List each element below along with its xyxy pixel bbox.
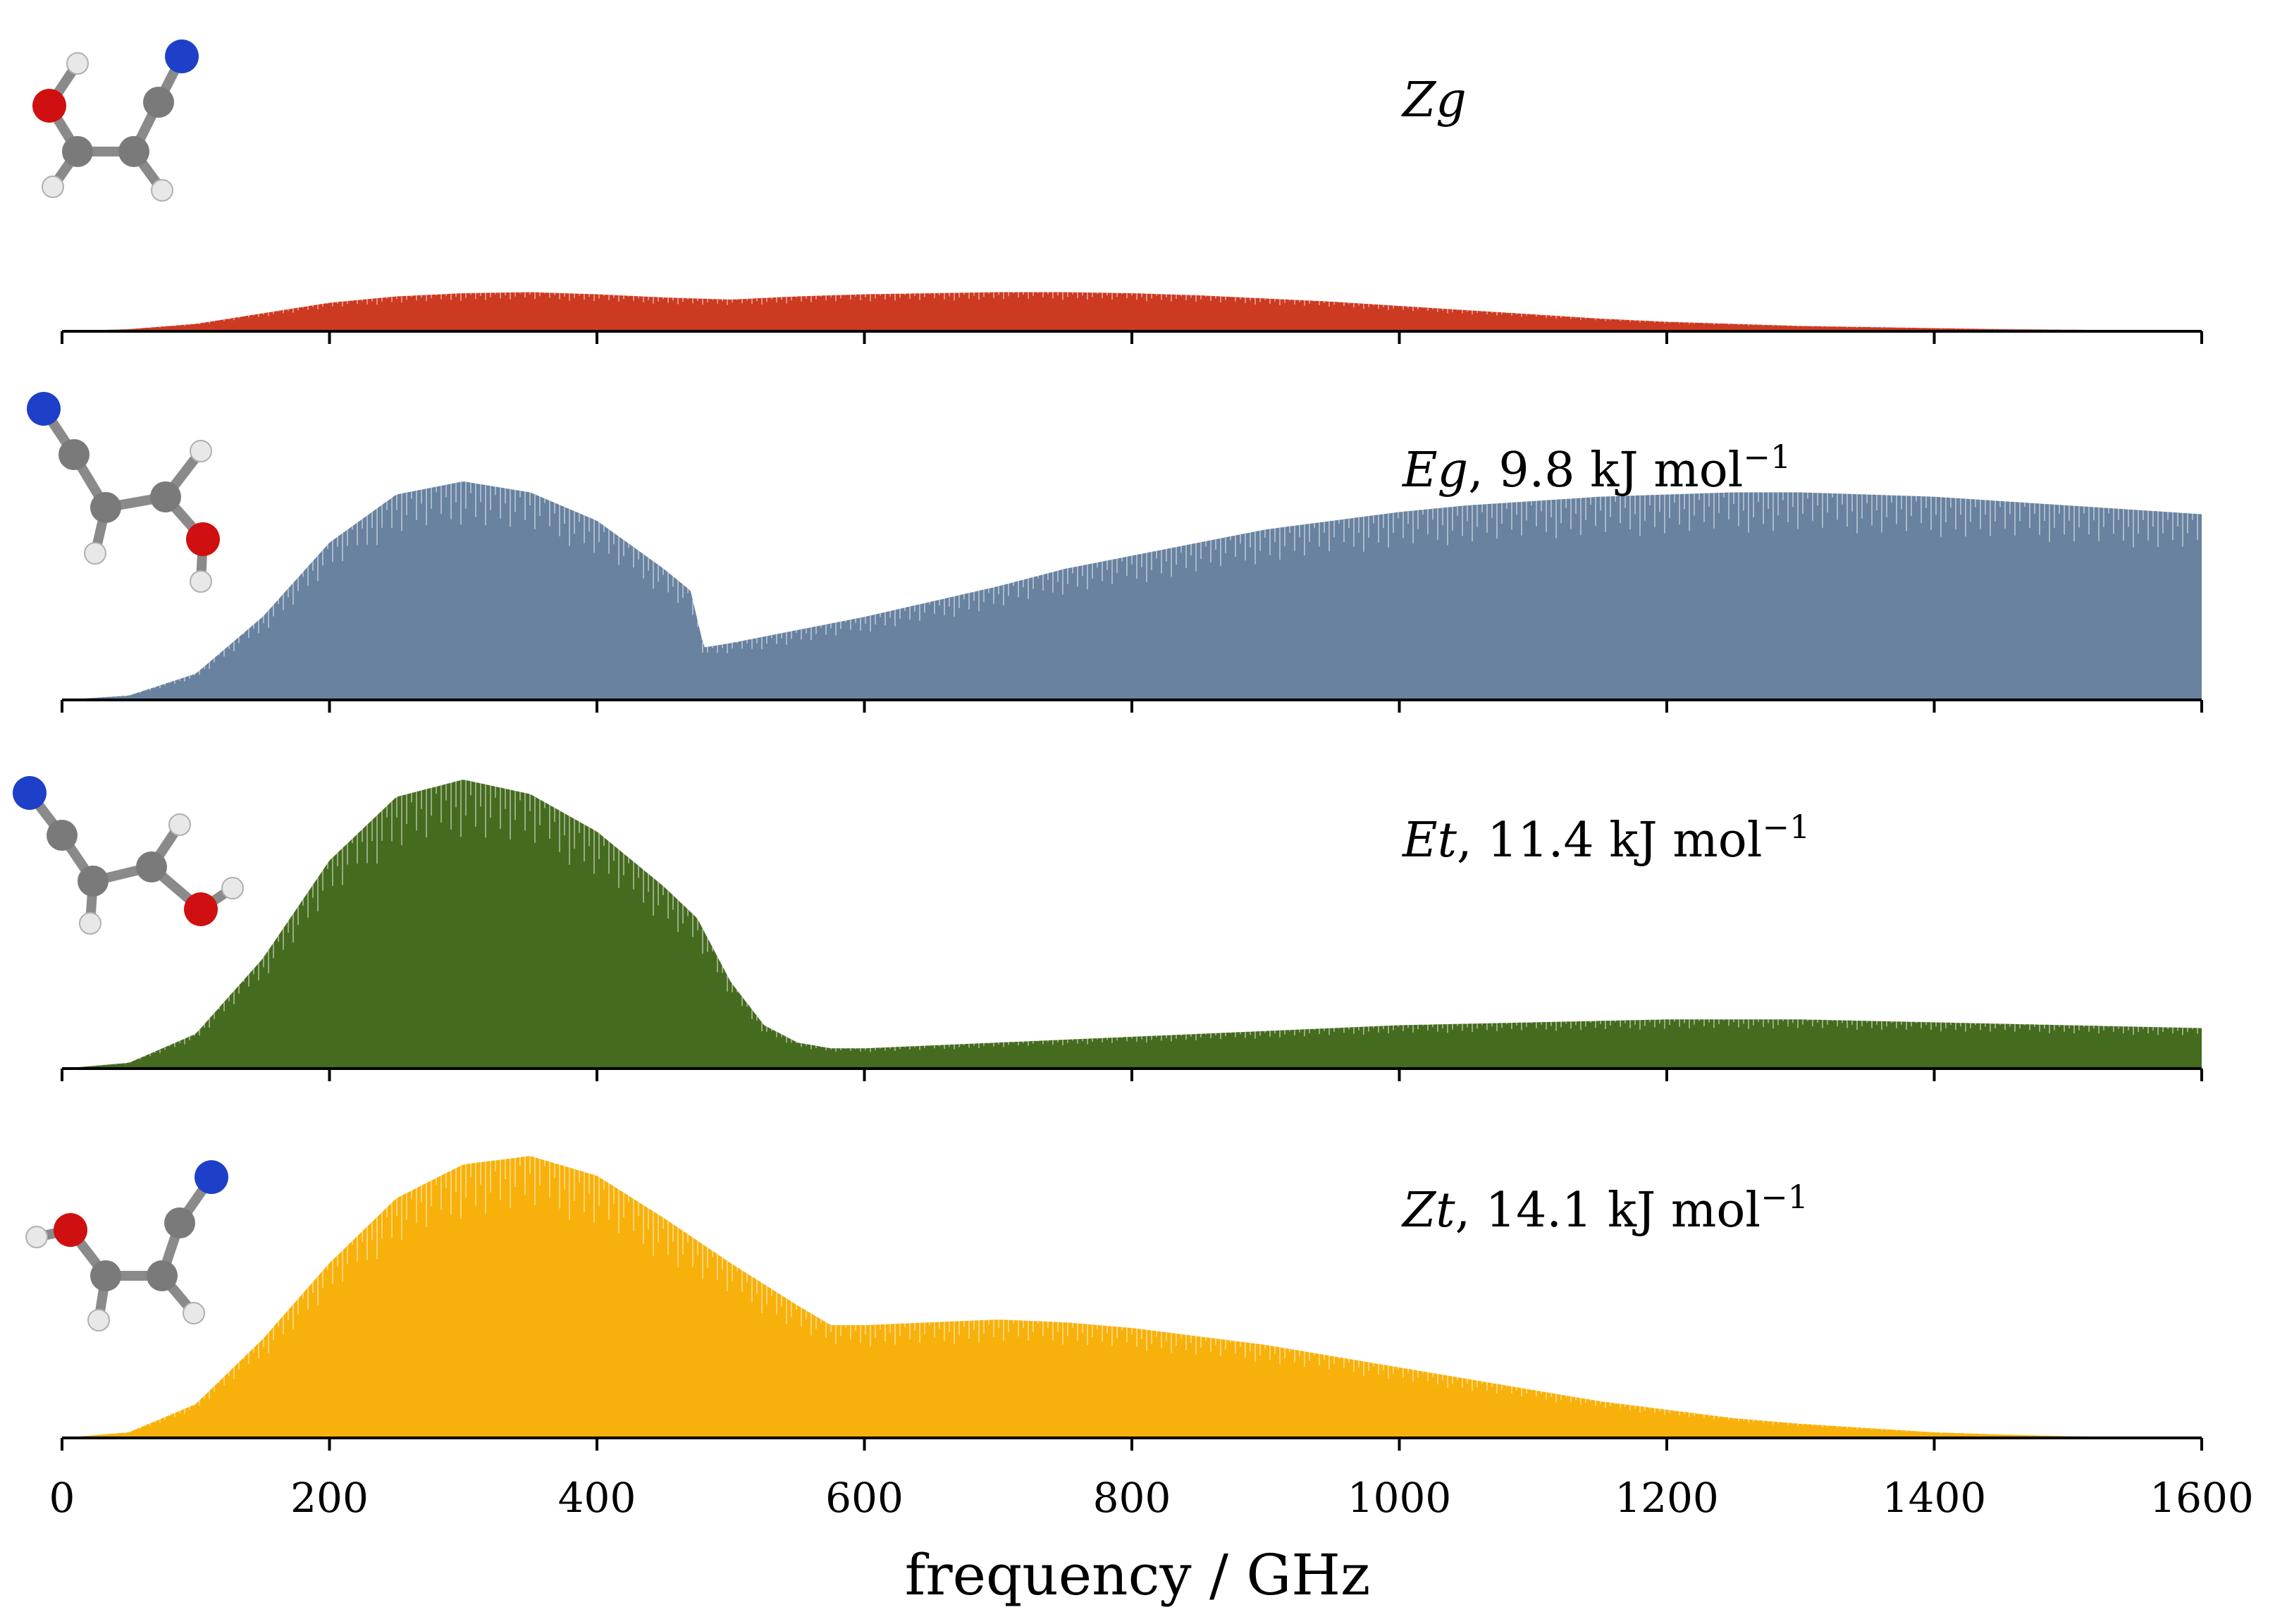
atom-C: [150, 481, 181, 512]
x-tick-label: 0: [49, 1474, 75, 1522]
series-label-Eg: Eg, 9.8 kJ mol−1: [1401, 438, 1791, 498]
atom-C: [47, 820, 78, 851]
panel-Zt: Zt, 14.1 kJ mol−1: [25, 1156, 2203, 1451]
series-label-energy: , 11.4 kJ mol: [1457, 813, 1763, 868]
series-label-energy: , 14.1 kJ mol: [1455, 1183, 1761, 1238]
series-label-Zt: Zt, 14.1 kJ mol−1: [1401, 1178, 1808, 1238]
series-area-Eg: [62, 481, 2202, 700]
atom-C: [147, 1260, 178, 1291]
atom-O: [32, 89, 66, 123]
atom-H: [42, 176, 64, 198]
series-label-superscript: −1: [1761, 1178, 1808, 1216]
series-area-Zt: [62, 1156, 2202, 1438]
series-label-Zg: Zg: [1401, 73, 1467, 128]
atom-H: [79, 912, 101, 935]
atom-C: [62, 136, 93, 167]
x-tick-label: 600: [825, 1474, 904, 1522]
atom-O: [186, 522, 220, 556]
atom-C: [90, 1260, 121, 1291]
atom-C: [136, 851, 167, 882]
atom-H: [87, 1309, 110, 1331]
atom-H: [25, 1226, 48, 1248]
x-tick-label: 400: [558, 1474, 636, 1522]
atom-N: [27, 392, 61, 426]
series-label-Et: Et, 11.4 kJ mol−1: [1401, 808, 1810, 868]
series-label-name: Zg: [1401, 73, 1467, 128]
series-line-structure-Zg: [75, 292, 2198, 331]
atom-O: [184, 892, 218, 926]
atom-H: [190, 440, 212, 462]
series-label-energy: , 9.8 kJ mol: [1468, 443, 1743, 498]
atom-N: [165, 39, 199, 73]
atom-N: [13, 776, 47, 810]
molecule-Zt: [25, 1160, 228, 1331]
series-label-name: Zt: [1401, 1183, 1455, 1238]
molecule-Et: [13, 776, 244, 935]
x-axis-title: frequency / GHz: [905, 1542, 1370, 1608]
atom-H: [183, 1302, 205, 1324]
atom-C: [90, 492, 121, 523]
x-tick-label: 800: [1093, 1474, 1171, 1522]
atom-H: [84, 542, 106, 565]
atom-C: [118, 136, 149, 167]
series-label-name: Eg: [1401, 443, 1468, 498]
atom-C: [164, 1207, 195, 1238]
x-tick-label: 200: [290, 1474, 369, 1522]
molecule-Eg: [27, 392, 220, 593]
x-axis: 0 200 400 600 800 1000 1200 1400 1600: [49, 1474, 2254, 1522]
x-tick-label: 1600: [2150, 1474, 2254, 1522]
series-area-Et: [62, 780, 2202, 1069]
panel-Eg: Eg, 9.8 kJ mol−1: [27, 392, 2203, 713]
atom-C: [143, 87, 174, 118]
atom-H: [151, 179, 173, 202]
x-tick-label: 1000: [1348, 1474, 1452, 1522]
series-area-Zg: [62, 292, 2202, 331]
x-tick-label: 1200: [1615, 1474, 1719, 1522]
series-label-superscript: −1: [1743, 438, 1791, 476]
atom-C: [78, 866, 109, 897]
atom-N: [195, 1160, 228, 1194]
atom-H: [66, 52, 89, 75]
atom-H: [168, 813, 191, 836]
panel-Et: Et, 11.4 kJ mol−1: [13, 776, 2203, 1081]
panel-Zg: Zg: [32, 39, 2203, 344]
x-tick-label: 1400: [1882, 1474, 1987, 1522]
atom-C: [58, 439, 90, 470]
atom-H: [221, 877, 244, 899]
atom-O: [54, 1213, 87, 1247]
atom-H: [190, 570, 212, 593]
series-label-name: Et: [1401, 813, 1457, 868]
series-label-superscript: −1: [1762, 808, 1810, 846]
molecule-Zg: [32, 39, 199, 202]
